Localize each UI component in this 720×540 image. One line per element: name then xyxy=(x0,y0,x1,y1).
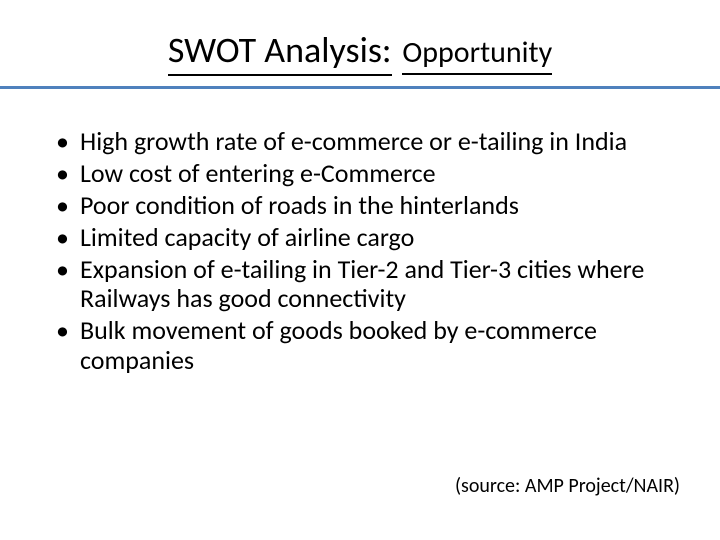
slide-title-sub: Opportunity xyxy=(402,34,552,75)
source-citation: (source: AMP Project/NAIR) xyxy=(455,474,680,498)
title-rule xyxy=(0,86,720,89)
list-item: Poor condition of roads in the hinterlan… xyxy=(54,191,666,221)
content-area: High growth rate of e-commerce or e-tail… xyxy=(0,97,720,376)
slide-title-main: SWOT Analysis: xyxy=(168,28,392,76)
list-item: Low cost of entering e-Commerce xyxy=(54,159,666,189)
bullet-list: High growth rate of e-commerce or e-tail… xyxy=(54,127,666,376)
list-item: Bulk movement of goods booked by e-comme… xyxy=(54,316,666,376)
list-item: Limited capacity of airline cargo xyxy=(54,223,666,253)
title-block: SWOT Analysis: Opportunity xyxy=(0,0,720,72)
list-item: Expansion of e-tailing in Tier-2 and Tie… xyxy=(54,255,666,315)
slide: SWOT Analysis: Opportunity High growth r… xyxy=(0,0,720,540)
list-item: High growth rate of e-commerce or e-tail… xyxy=(54,127,666,157)
